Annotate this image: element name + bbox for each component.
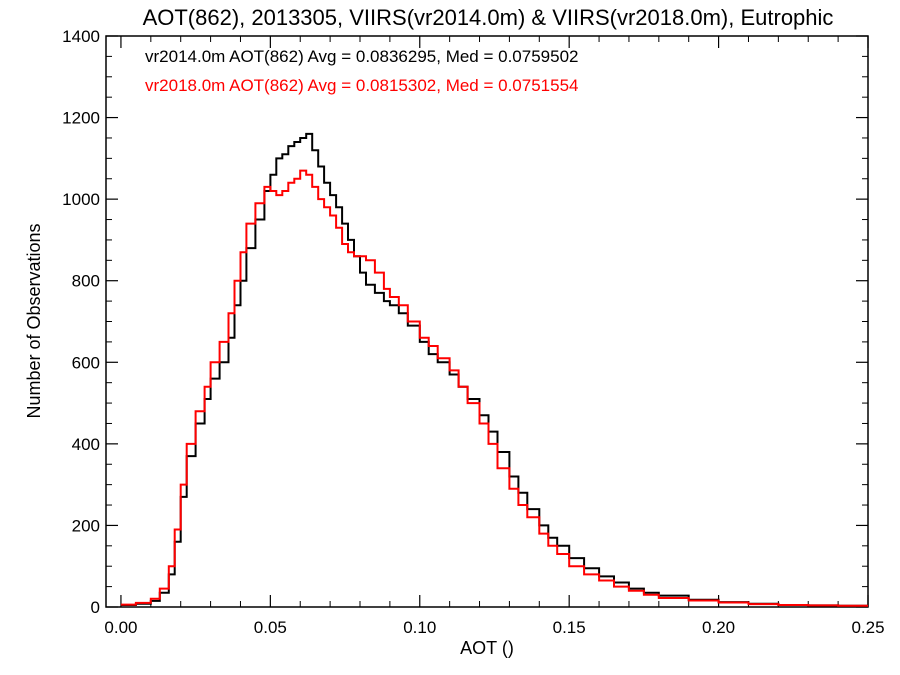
x-tick-label: 0.20 bbox=[702, 618, 735, 637]
stats-annotation-vr2014: vr2014.0m AOT(862) Avg = 0.0836295, Med … bbox=[145, 47, 579, 66]
series-line-1 bbox=[120, 169, 868, 607]
plot-border bbox=[105, 35, 869, 608]
y-axis-label: Number of Observations bbox=[24, 223, 44, 418]
stats-annotation-vr2018: vr2018.0m AOT(862) Avg = 0.0815302, Med … bbox=[145, 76, 579, 95]
x-axis: 0.00 0.05 0.10 0.15 0.20 0.25 bbox=[104, 36, 885, 637]
y-axis: 0 200 400 600 800 1000 1200 1400 bbox=[62, 27, 868, 617]
x-tick-label: 0.25 bbox=[851, 618, 884, 637]
x-tick-label: 0.05 bbox=[254, 618, 287, 637]
y-tick-label: 200 bbox=[72, 516, 100, 535]
x-axis-label: AOT () bbox=[460, 638, 514, 658]
x-tick-label: 0.15 bbox=[553, 618, 586, 637]
y-tick-label: 1200 bbox=[62, 109, 100, 128]
y-tick-label: 0 bbox=[91, 598, 100, 617]
chart-title: AOT(862), 2013305, VIIRS(vr2014.0m) & VI… bbox=[143, 5, 834, 30]
y-tick-label: 400 bbox=[72, 435, 100, 454]
y-tick-label: 800 bbox=[72, 272, 100, 291]
y-tick-label: 1400 bbox=[62, 27, 100, 46]
plot-frame bbox=[105, 35, 869, 608]
y-tick-label: 1000 bbox=[62, 190, 100, 209]
x-tick-label: 0.10 bbox=[403, 618, 436, 637]
y-tick-label: 600 bbox=[72, 353, 100, 372]
series-line-0 bbox=[120, 132, 868, 607]
series-layer bbox=[120, 132, 868, 607]
x-tick-label: 0.00 bbox=[104, 618, 137, 637]
